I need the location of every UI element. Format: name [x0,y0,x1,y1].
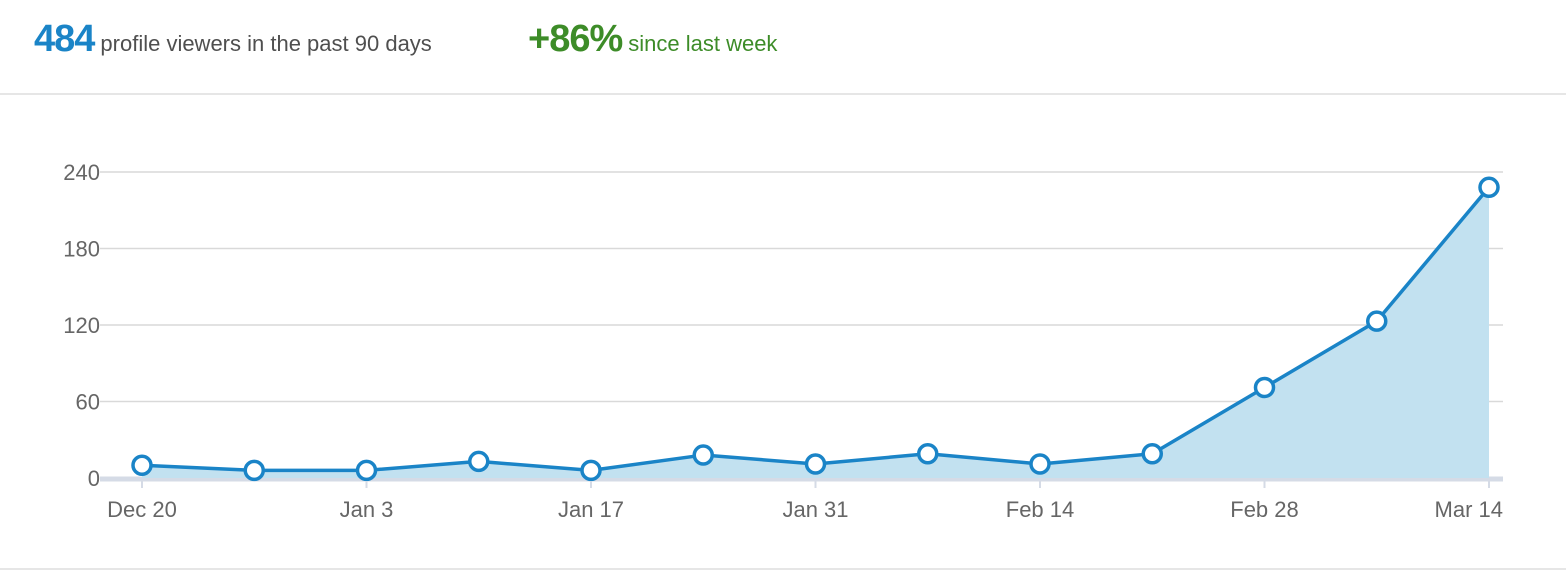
viewers-count[interactable]: 484 [34,18,95,60]
data-point [1029,453,1051,475]
data-point [1141,443,1163,465]
data-point [355,459,378,482]
data-point [804,453,827,475]
y-tick-label: 0 [88,466,100,491]
y-tick-label: 240 [63,160,100,185]
data-points [131,176,1500,482]
data-point [131,454,153,476]
profile-views-chart: 0 60 120 180 240 Dec 20 Jan 3 Jan 17 Jan 31 Feb … [63,160,1503,522]
data-point [580,459,602,482]
data-point [692,444,714,466]
x-tick-label: Feb 28 [1230,497,1299,522]
data-point [917,443,939,465]
x-tick-label: Jan 17 [558,497,624,522]
x-axis-ticks: Dec 20 Jan 3 Jan 17 Jan 31 Feb 14 Feb 28 Mar 1… [107,481,1503,522]
x-tick-label: Mar 14 [1435,497,1503,522]
data-point [243,459,265,482]
growth-label: since last week [628,31,778,56]
x-tick-label: Feb 14 [1006,497,1075,522]
area-fill-layer [142,187,1489,479]
growth-stat: +86% since last week [528,20,777,58]
x-tick-label: Jan 3 [340,497,394,522]
area-fill [142,187,1489,479]
data-point [1366,310,1388,332]
data-point [468,450,490,473]
y-tick-label: 60 [76,390,100,415]
viewers-stat: 484 profile viewers in the past 90 days [34,20,432,58]
data-point [1478,176,1500,199]
viewers-label: profile viewers in the past 90 days [100,31,432,56]
growth-value: +86% [528,18,623,60]
y-axis-ticks: 0 60 120 180 240 [63,160,100,491]
data-point [1253,376,1276,399]
footer-divider [0,568,1566,570]
y-tick-label: 120 [63,313,100,338]
x-tick-label: Jan 31 [782,497,848,522]
x-tick-label: Dec 20 [107,497,177,522]
summary-header: 484 profile viewers in the past 90 days +… [0,0,1566,95]
y-tick-label: 180 [63,237,100,262]
